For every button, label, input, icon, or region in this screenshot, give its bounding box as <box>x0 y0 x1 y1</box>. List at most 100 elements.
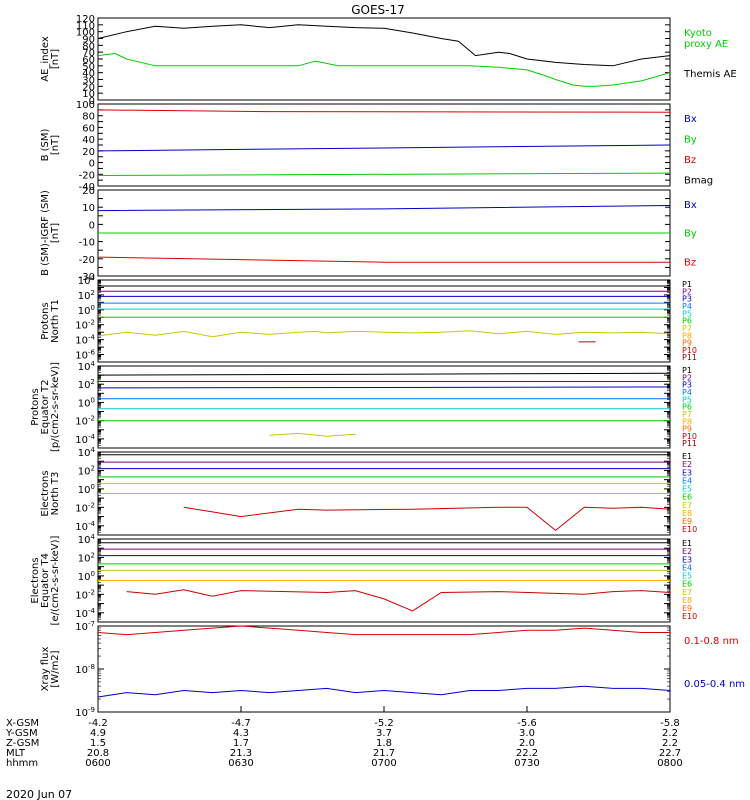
y-axis-label: [p/(cm2-s-sr-keV)] <box>50 362 61 452</box>
legend-e4: E4 <box>682 476 692 485</box>
date-label: 2020 Jun 07 <box>6 788 72 800</box>
legend-e5: E5 <box>682 572 692 581</box>
legend-0-1-0-8-nm: 0.1-0.8 nm <box>684 636 739 647</box>
legend-e7: E7 <box>682 588 692 597</box>
y-tick-label: 20 <box>82 147 95 158</box>
legend-p8: P8 <box>682 417 692 426</box>
y-axis-label: Equator T4 <box>40 553 51 608</box>
y-tick-label: 20 <box>82 82 95 93</box>
y-tick-label: 104 <box>78 274 96 287</box>
legend-p4: P4 <box>682 302 692 311</box>
y-tick-label: 100 <box>78 304 95 317</box>
series-line-0-1-0-8-nm <box>97 625 670 636</box>
y-tick-label: 100 <box>76 28 95 39</box>
legend-p5: P5 <box>682 309 692 318</box>
time-row-value: 0730 <box>514 758 539 769</box>
legend-e8: E8 <box>682 596 692 605</box>
y-tick-label: 20 <box>82 186 95 197</box>
time-row-value: 21.3 <box>230 748 252 759</box>
series-line-by <box>97 172 671 176</box>
legend-p7: P7 <box>682 324 692 333</box>
legend-bz: Bz <box>684 257 696 268</box>
y-axis-label: Equator T2 <box>40 380 51 435</box>
legend-e2: E2 <box>682 547 692 556</box>
time-row-label: X-GSM <box>6 718 39 729</box>
legend-by: By <box>684 229 697 240</box>
time-row-value: 1.7 <box>233 738 249 749</box>
time-row-value: 22.7 <box>659 748 681 759</box>
series-line-0-05-0-4-nm <box>97 685 671 698</box>
y-tick-label: 70 <box>82 48 95 59</box>
y-tick-label: 40 <box>82 69 95 80</box>
y-axis-label: North T1 <box>50 299 61 343</box>
legend-themis-ae: Themis AE <box>683 69 737 80</box>
legend-e3: E3 <box>682 555 692 564</box>
y-tick-label: 10-4 <box>75 607 95 620</box>
y-tick-label: 120 <box>76 14 95 25</box>
legend-p3: P3 <box>682 295 692 304</box>
panel-4: 104 102 100 10-2 10-4 10-6 Protons North T1 P1P2… <box>40 274 697 363</box>
y-tick-label: 10-2 <box>75 588 95 601</box>
panel-6: 104 102 100 10-2 10-4 Electrons North T3 E1E2E3… <box>40 446 697 536</box>
time-axis: X-GSM -4.2 -4.7 -5.2 -5.6 -5.8 Y-GSM 4.9 4.3 3.7 3… <box>5 706 683 769</box>
series-line-p1 <box>97 372 671 376</box>
legend-p10: P10 <box>682 346 697 355</box>
y-axis-label: Xray flux <box>40 647 51 692</box>
time-row-value: 3.0 <box>519 728 535 739</box>
time-row-value: -4.7 <box>231 718 251 729</box>
y-tick-label: 80 <box>82 41 95 52</box>
legend-bx: Bx <box>684 114 697 125</box>
time-row-value: -5.2 <box>374 718 394 729</box>
legend-p10: P10 <box>682 432 697 441</box>
time-row-value: -5.8 <box>660 718 680 729</box>
series-line-p3 <box>97 386 671 389</box>
legend-e8: E8 <box>682 509 692 518</box>
legend-p11: P11 <box>682 353 697 362</box>
time-row-value: 2.2 <box>662 728 678 739</box>
legend-e2: E2 <box>682 460 692 469</box>
y-tick-label: 100 <box>76 100 95 111</box>
y-axis-label: [W/m2] <box>50 650 61 687</box>
y-tick-label: 10-6 <box>75 349 95 362</box>
legend-e9: E9 <box>682 604 692 613</box>
legend-e3: E3 <box>682 468 692 477</box>
y-tick-label: 100 <box>78 396 95 409</box>
legend-by: By <box>684 135 697 146</box>
legend-p1: P1 <box>682 366 692 375</box>
legend-e9: E9 <box>682 517 692 526</box>
y-tick-label: 60 <box>82 55 95 66</box>
legend-e7: E7 <box>682 501 692 510</box>
series-line-kyoto-proxy-ae <box>97 52 671 87</box>
legend-e6: E6 <box>682 493 692 502</box>
y-axis-label: [e/(cm2-s-sr-keV)] <box>50 535 61 625</box>
time-row-value: 21.7 <box>373 748 395 759</box>
y-tick-label: 10-4 <box>75 433 95 446</box>
legend-p6: P6 <box>682 403 692 412</box>
time-row-value: -5.6 <box>517 718 537 729</box>
panel-5: 104 102 100 10-2 10-4 Protons Equator T2 [p/(cm… <box>30 360 697 452</box>
y-tick-label: 10-4 <box>75 334 95 347</box>
panel-8: 10-7 10-8 10-9 Xray flux [W/m2] 0.1-0.8 nm 0.0… <box>40 620 745 719</box>
panel-frame <box>97 365 671 449</box>
y-tick-label: 40 <box>82 135 95 146</box>
y-tick-label: 104 <box>78 533 96 546</box>
y-tick-label: 100 <box>78 570 95 583</box>
y-axis-label: [nT] <box>50 49 61 69</box>
y-tick-label: 104 <box>78 360 96 373</box>
legend-e6: E6 <box>682 580 692 589</box>
y-tick-label: 0 <box>89 96 95 107</box>
y-tick-label: 102 <box>78 378 95 391</box>
legend-p2: P2 <box>682 373 692 382</box>
time-row-value: 0700 <box>371 758 396 769</box>
time-row-value: 4.3 <box>233 728 249 739</box>
time-row-value: -4.2 <box>88 718 108 729</box>
series-line-p7 <box>97 330 671 338</box>
legend-p8: P8 <box>682 331 692 340</box>
y-tick-label: 10-2 <box>75 501 95 514</box>
y-axis-label: B (SM)-IGRF (SM) <box>40 190 51 276</box>
series-line-e7 <box>183 506 671 532</box>
panel-frame <box>97 17 671 101</box>
y-axis-label: Electrons <box>40 470 51 516</box>
y-tick-label: 102 <box>78 551 95 564</box>
